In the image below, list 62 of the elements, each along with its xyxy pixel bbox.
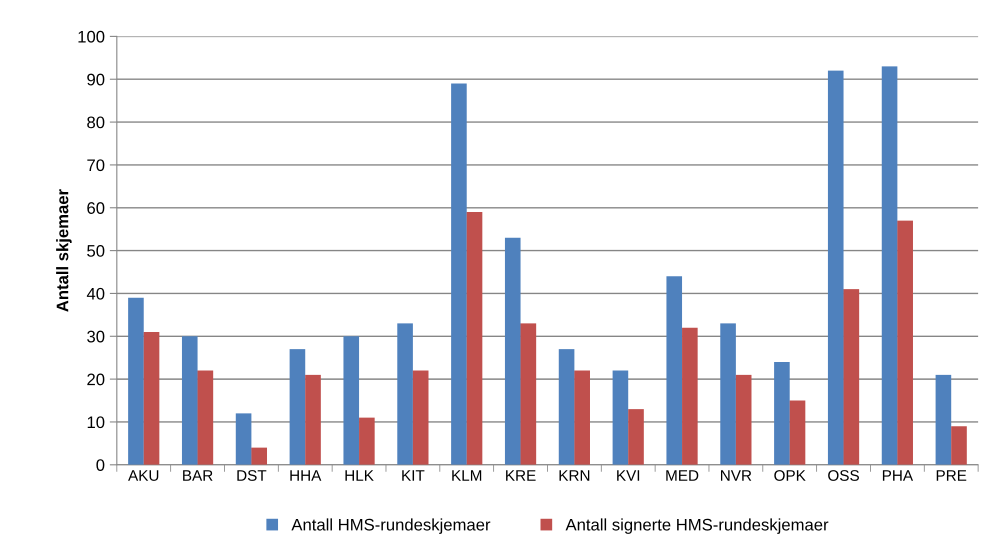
bar: [412, 370, 429, 465]
bar: [520, 323, 536, 465]
bar: [305, 374, 321, 465]
y-axis-title: Antall skjemaer: [56, 189, 72, 312]
y-tick-label: 30: [87, 330, 104, 342]
bar: [720, 323, 736, 465]
bar: [844, 289, 860, 465]
x-tick-label: PRE: [936, 470, 966, 481]
bar: [882, 66, 898, 465]
bar: [682, 328, 698, 465]
bar: [251, 448, 268, 465]
y-tick-label: 50: [87, 245, 104, 257]
bar: [736, 374, 752, 465]
bar: [236, 413, 252, 465]
x-tick-label: KLM: [452, 470, 482, 481]
bar: [397, 323, 413, 465]
x-tick-label: AKU: [128, 470, 158, 481]
y-tick-label: 100: [78, 30, 104, 43]
x-tick-label: OPK: [774, 470, 806, 481]
bar: [612, 370, 628, 465]
bar: [182, 336, 198, 465]
x-tick-label: PHA: [882, 470, 914, 481]
x-tick-label: KRN: [560, 470, 590, 481]
bar: [558, 349, 574, 465]
bar: [451, 84, 467, 465]
y-tick-label: 0: [96, 459, 104, 472]
bar: [343, 336, 360, 465]
bar: [828, 70, 844, 465]
bar: [359, 418, 375, 465]
y-tick-label: 90: [87, 74, 104, 86]
x-tick-label: OSS: [828, 470, 859, 481]
y-tick-label: 70: [87, 159, 104, 172]
bar: [574, 370, 590, 465]
legend-label: Antall HMS-rundeskjemaer: [291, 518, 490, 534]
bar: [666, 276, 682, 465]
x-tick-label: MED: [666, 470, 698, 481]
y-tick-label: 60: [87, 202, 104, 214]
y-tick-label: 80: [87, 116, 104, 128]
x-tick-label: NVR: [721, 470, 752, 481]
bar: [504, 238, 521, 465]
x-tick-label: HHA: [290, 470, 322, 481]
bar: [290, 349, 306, 465]
bar: [144, 332, 160, 465]
x-tick-label: DST: [237, 470, 266, 481]
x-tick-label: KIT: [402, 470, 424, 481]
bar: [790, 400, 806, 465]
y-tick-label: 10: [88, 416, 104, 428]
bar: [628, 409, 644, 465]
x-tick-label: BAR: [183, 470, 213, 481]
bar: [936, 374, 952, 465]
x-tick-label: HLK: [345, 470, 374, 481]
legend-label: Antall signerte HMS-rundeskjemaer: [566, 518, 828, 534]
bar: [897, 220, 913, 465]
x-tick-label: KRE: [506, 470, 536, 481]
bar: [951, 426, 967, 465]
bar: [198, 370, 214, 465]
y-tick-label: 20: [87, 374, 104, 386]
y-tick-label: 40: [86, 288, 104, 300]
bar: [128, 298, 144, 465]
bar: [466, 212, 482, 465]
bar: [774, 362, 790, 465]
x-tick-label: KVI: [617, 470, 640, 481]
